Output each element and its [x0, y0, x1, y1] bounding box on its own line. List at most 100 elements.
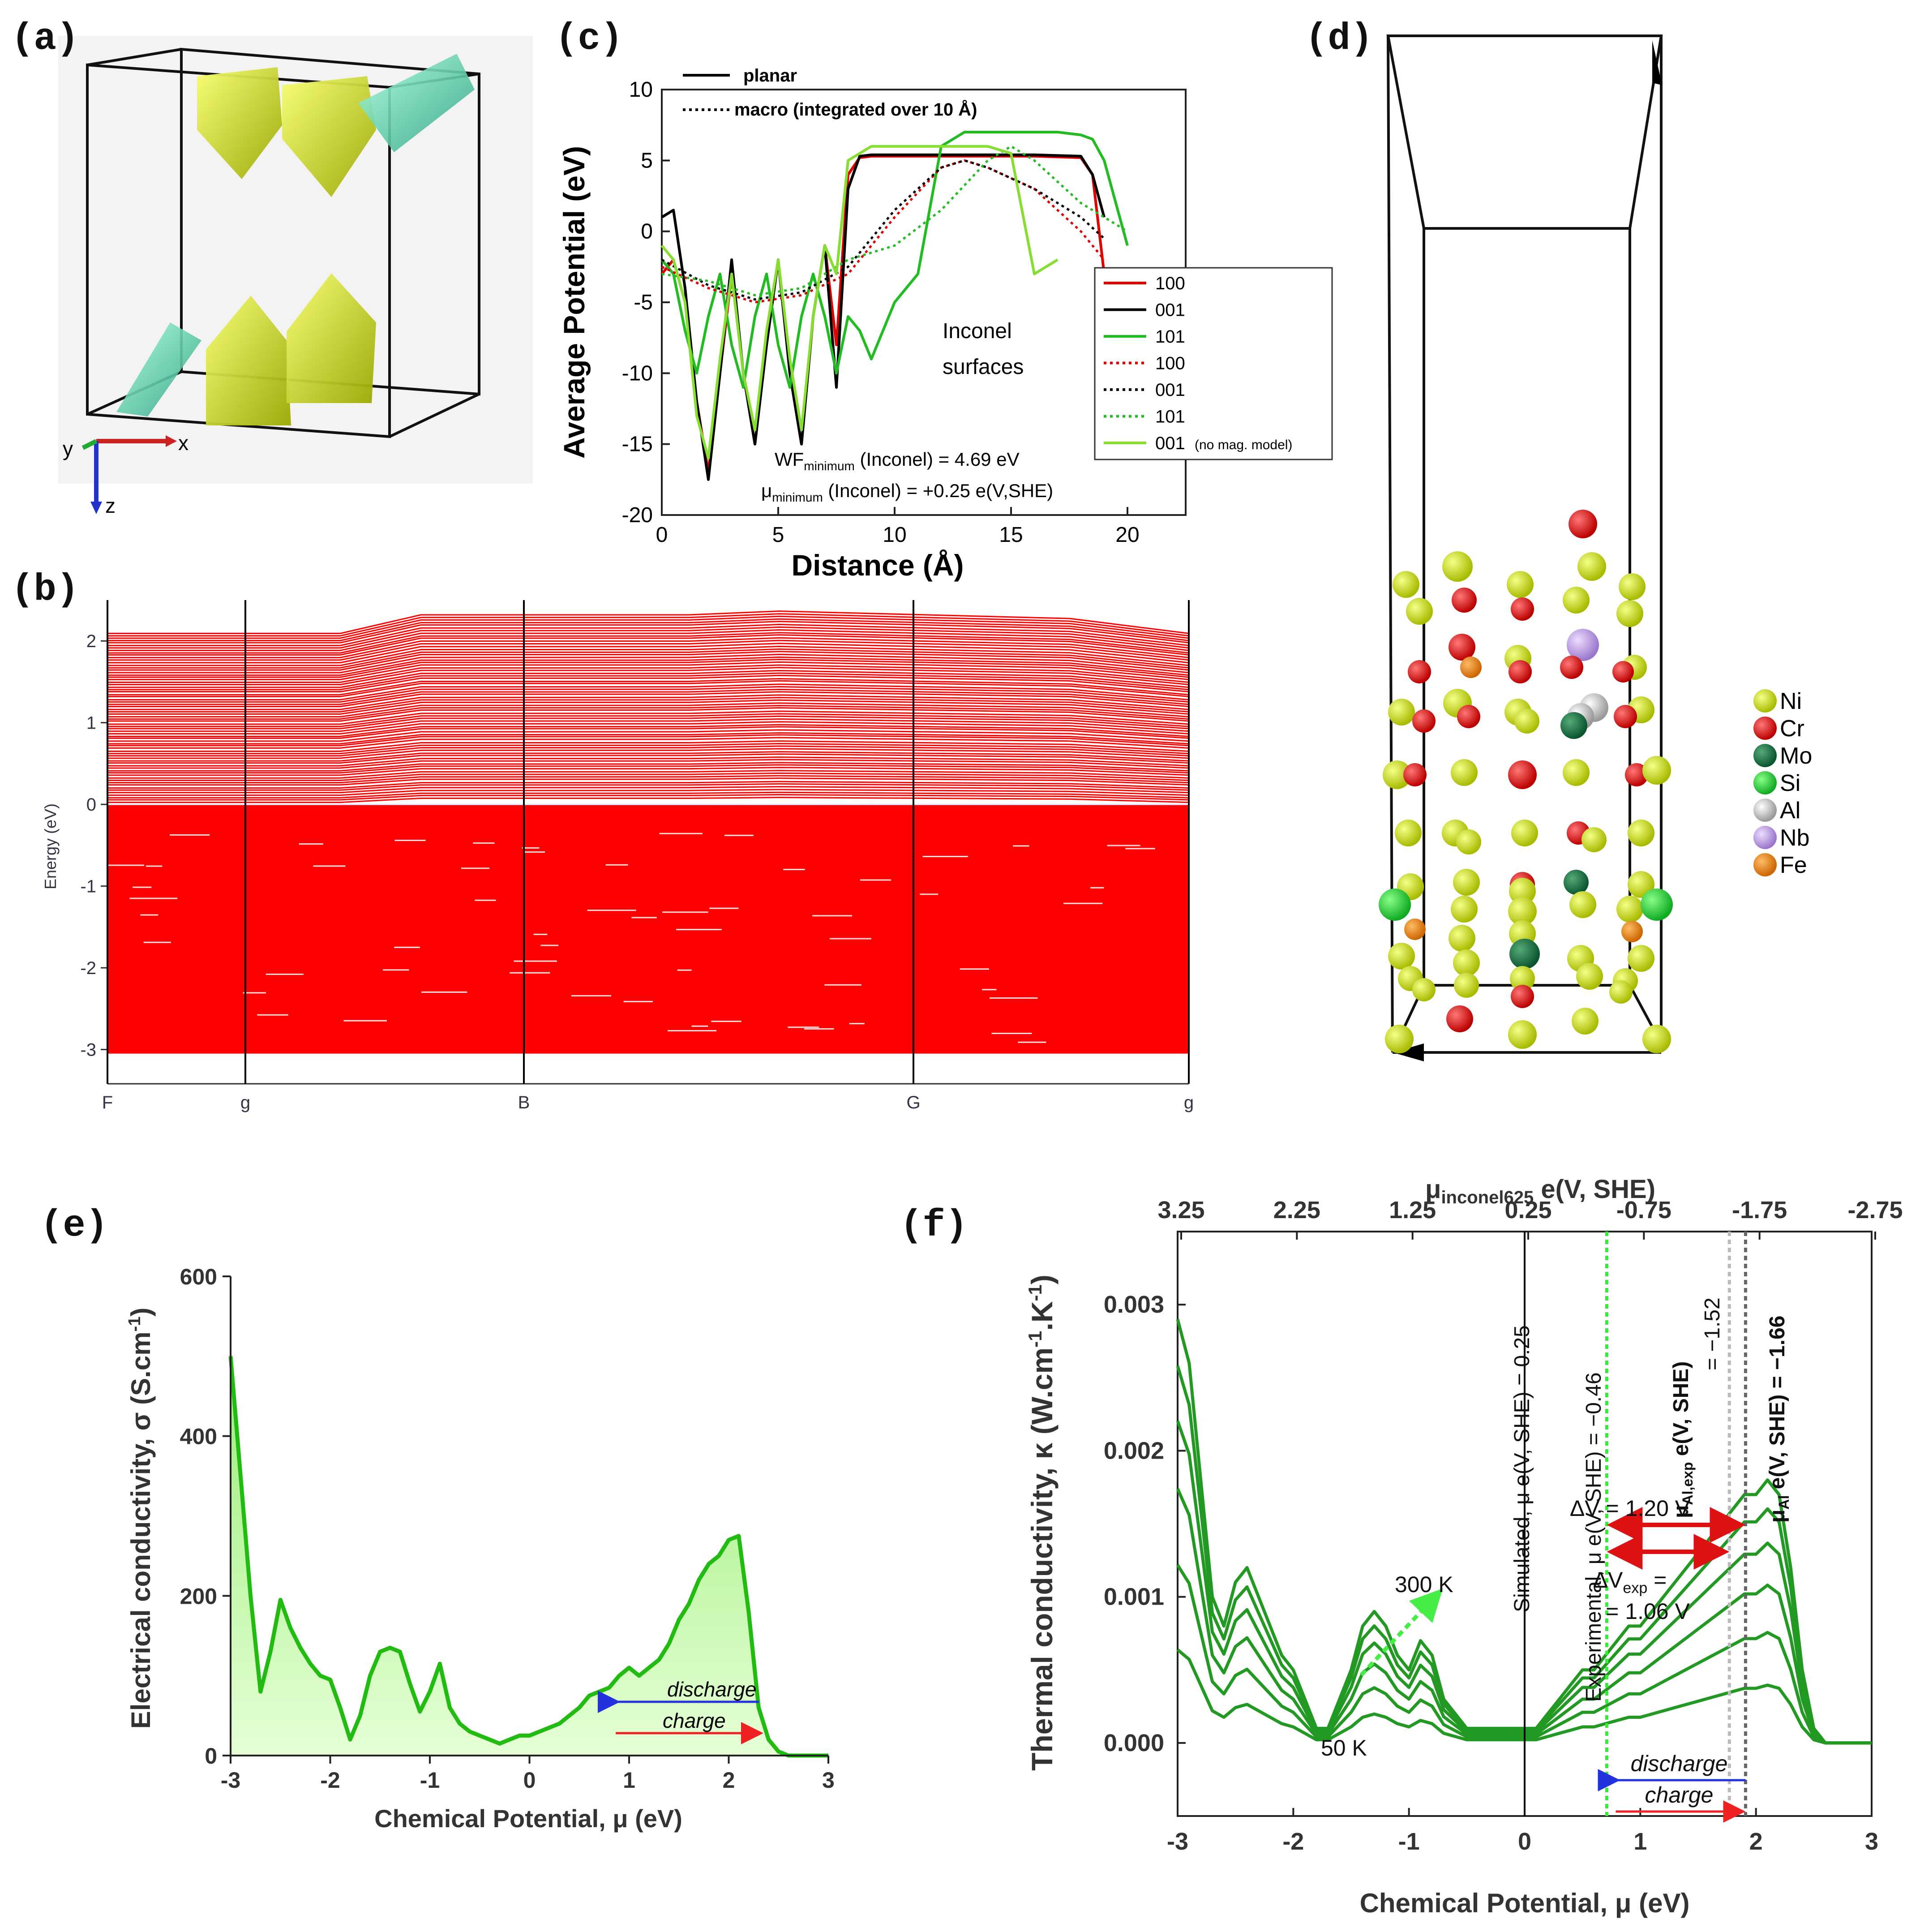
axis-x-label: x: [178, 431, 189, 455]
style-legend: planar macro (integrated over 10 Å): [683, 66, 977, 120]
k-point-label: g: [1184, 1093, 1194, 1112]
atom-ni: [1451, 896, 1478, 923]
atom-ni: [1569, 891, 1596, 918]
atom-cr: [1511, 597, 1534, 621]
atom-ni: [1509, 878, 1536, 905]
conduction-band-line: [107, 732, 1189, 745]
panel-label-f: (f): [900, 1205, 968, 1247]
top-tick-label: -0.75: [1616, 1197, 1671, 1224]
mu-minimum-annotation: μminimum (Inconel) = +0.25 e(V,SHE): [761, 480, 1053, 504]
atom-ni: [1609, 980, 1633, 1004]
panel-e-chart: -3 -2 -1 0 1 2 3 0 200 400 600 Chemical Potential,…: [125, 1264, 835, 1833]
style-legend-solid-label: planar: [743, 66, 797, 86]
experimental-label: Experimental, μ e(V, SHE) = −0.46: [1582, 1372, 1606, 1702]
atom-ni: [1388, 699, 1415, 726]
atom-ni: [1451, 759, 1478, 786]
conduction-band-line: [107, 632, 1189, 654]
conduction-band-line: [107, 789, 1189, 796]
legend-swatch-ni: [1753, 689, 1777, 713]
legend-label-4: 001: [1155, 380, 1185, 400]
panel-label-b: (b): [11, 569, 79, 611]
conduction-band-line: [107, 751, 1189, 762]
atom-ni: [1510, 966, 1535, 991]
y-tick-label: -5: [634, 291, 653, 314]
x-tick-label: 15: [999, 523, 1023, 547]
x-tick-label: -3: [221, 1768, 240, 1793]
conduction-band-line: [107, 786, 1189, 794]
atom-cr: [1612, 661, 1634, 683]
legend-label-si: Si: [1780, 770, 1800, 796]
charge-label: charge: [663, 1709, 726, 1732]
y-tick-label: 2: [86, 631, 96, 651]
temperature-arrow: [1359, 1588, 1443, 1677]
conduction-band-line: [107, 615, 1189, 639]
conduction-band-line: [107, 707, 1189, 722]
y-tick-label: 0.001: [1104, 1584, 1164, 1610]
conduction-band-line: [107, 680, 1189, 697]
delta-v-label: ΔV = 1.20 V: [1570, 1496, 1690, 1521]
x-tick-label: -2: [1282, 1828, 1304, 1855]
tick-group: -3 -2 -1 0 1 2 3 0 200 400 600: [180, 1264, 835, 1793]
x-tick-label: 3: [822, 1768, 835, 1793]
atom-cr: [1508, 760, 1537, 789]
atom-fe: [1460, 657, 1482, 678]
legend-label-1: 001: [1155, 301, 1185, 320]
al-label-part: Al: [1776, 1495, 1792, 1510]
al-label-part: μ: [1766, 1510, 1789, 1523]
panel-c-chart: 0 5 10 15 20 10 5 0 -5 -10 -15 -20 Distance (Å) Ave…: [557, 66, 1333, 582]
conduction-band-line: [107, 670, 1189, 688]
conduction-band-line: [107, 772, 1189, 781]
series-line-4: [661, 159, 1105, 301]
conduction-band-line: [107, 762, 1189, 772]
atom-ni: [1577, 552, 1606, 581]
axis-triad: x y z: [63, 431, 189, 517]
atom-ni: [1576, 963, 1603, 990]
y-tick-label: 5: [641, 149, 653, 172]
top-tick-label: 3.25: [1157, 1197, 1204, 1224]
atom-ni: [1454, 973, 1479, 998]
temperature-curve-4: [1176, 1564, 1872, 1745]
atom-ni: [1581, 827, 1607, 852]
panel-f-chart: -3 -2 -1 0 1 2 3 0.000 0.001 0.002 0.003 3.25 2.25 1.…: [1024, 1175, 1903, 1918]
conduction-band-line: [107, 686, 1189, 703]
atom-cr: [1446, 1005, 1473, 1032]
delta-v-exp-label: ΔVexp =: [1593, 1567, 1667, 1597]
atom-cr: [1412, 709, 1436, 733]
atom-ni: [1642, 1025, 1671, 1053]
atom-mo: [1564, 870, 1589, 895]
legend-label-6: 001: [1155, 434, 1185, 453]
al-exp-label: μAl,exp e(V, SHE): [1669, 1361, 1696, 1518]
atom-si: [1641, 889, 1673, 921]
y-tick-label: 0.002: [1104, 1437, 1164, 1464]
top-tick-label: 2.25: [1273, 1197, 1320, 1224]
y-tick-label: 0.000: [1104, 1730, 1164, 1756]
legend-swatch-nb: [1753, 826, 1777, 849]
conduction-band-line: [107, 634, 1189, 656]
conduction-band-line: [107, 748, 1189, 759]
legend-label-nb: Nb: [1780, 825, 1809, 851]
conduction-band-line: [107, 743, 1189, 755]
conduction-band-line: [107, 737, 1189, 749]
atom-fe: [1621, 921, 1643, 942]
conduction-band-line: [107, 697, 1189, 713]
atom-cr: [1509, 660, 1532, 683]
y-tick-label: 400: [180, 1424, 217, 1449]
conduction-band-line: [107, 715, 1189, 730]
conduction-band-line: [107, 621, 1189, 644]
y-tick-label: 200: [180, 1584, 217, 1609]
atom-ni: [1616, 896, 1643, 923]
conduction-band-line: [107, 648, 1189, 669]
conduction-band-line: [107, 629, 1189, 651]
atom-ni: [1456, 829, 1481, 854]
legend-swatch-cr: [1753, 717, 1777, 740]
y-tick-label: 0: [205, 1743, 217, 1769]
conduction-band-line: [107, 637, 1189, 658]
x-axis-title: Chemical Potential, μ (eV): [1360, 1888, 1690, 1918]
legend-label-al: Al: [1780, 798, 1800, 824]
top-tick-label: -2.75: [1847, 1197, 1903, 1224]
y-tick-label: 0: [86, 795, 96, 815]
conduction-band-line: [107, 726, 1189, 739]
atom-mo: [1560, 712, 1587, 739]
conduction-band-line: [107, 759, 1189, 769]
